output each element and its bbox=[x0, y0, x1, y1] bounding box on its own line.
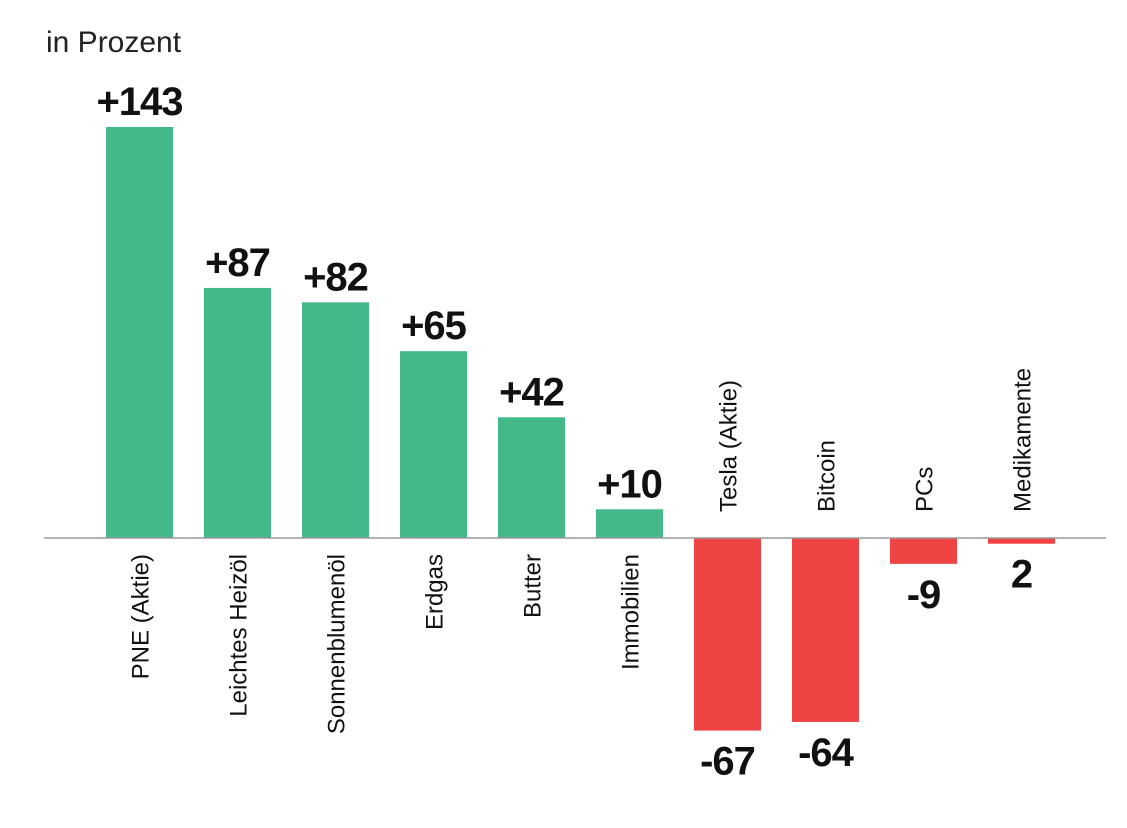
value-label: -9 bbox=[907, 573, 941, 617]
bars-group bbox=[106, 127, 1055, 731]
category-label: Medikamente bbox=[1010, 368, 1037, 512]
labels-group: +143 PNE (Aktie) +87 Leichtes Heizöl +82 Sonn… bbox=[96, 80, 1036, 784]
bar bbox=[498, 417, 565, 538]
unit-label: in Prozent bbox=[46, 26, 182, 59]
bar bbox=[890, 538, 957, 564]
bar bbox=[400, 351, 467, 538]
category-label: Erdgas bbox=[422, 554, 449, 630]
bar bbox=[988, 538, 1055, 544]
category-label: Sonnenblumenöl bbox=[324, 554, 351, 734]
value-label: +10 bbox=[597, 462, 662, 506]
category-label: Leichtes Heizöl bbox=[226, 554, 253, 717]
category-label: PCs bbox=[912, 467, 939, 512]
category-label: Tesla (Aktie) bbox=[716, 380, 743, 512]
category-label: PNE (Aktie) bbox=[128, 554, 155, 679]
value-label: +65 bbox=[401, 304, 467, 348]
value-label: 2 bbox=[1011, 553, 1032, 597]
value-label: +42 bbox=[499, 370, 564, 414]
value-label: +82 bbox=[303, 255, 368, 299]
category-label: Bitcoin bbox=[814, 440, 841, 512]
value-label: +143 bbox=[96, 80, 182, 124]
bar bbox=[204, 287, 271, 538]
category-label: Butter bbox=[520, 554, 547, 618]
bar bbox=[106, 127, 173, 538]
bar bbox=[792, 538, 859, 722]
value-label: -67 bbox=[700, 740, 755, 784]
bar bbox=[694, 538, 761, 731]
value-label: +87 bbox=[205, 241, 270, 285]
category-label: Immobilien bbox=[618, 554, 645, 670]
value-label: -64 bbox=[798, 731, 855, 775]
bar bbox=[302, 302, 369, 538]
bar bbox=[596, 509, 663, 538]
